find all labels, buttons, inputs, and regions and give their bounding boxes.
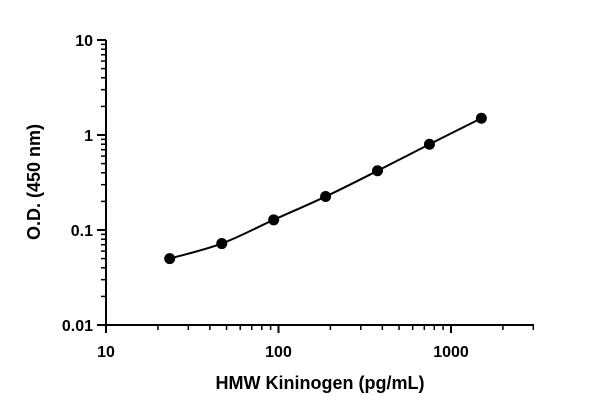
data-point [216, 238, 228, 250]
y-tick-label: 0.1 [71, 223, 93, 240]
x-tick-label: 10 [97, 344, 115, 361]
x-axis: 10 100 1000 [97, 324, 535, 361]
x-tick-label: 1000 [433, 344, 469, 361]
y-tick-label: 0.01 [62, 318, 93, 335]
data-point [475, 112, 487, 124]
y-tick-label: 1 [84, 128, 93, 145]
x-ticks: 10 100 1000 [97, 325, 535, 361]
x-axis-title: HMW Kininogen (pg/mL) [216, 373, 425, 393]
data-point [268, 214, 280, 226]
y-tick-label: 10 [75, 33, 93, 50]
data-point [164, 253, 176, 265]
data-point [423, 138, 435, 150]
fit-curve [169, 117, 482, 260]
y-ticks: 0.01 0.1 1 10 [62, 33, 106, 335]
x-tick-label: 100 [265, 344, 292, 361]
y-axis-title: O.D. (450 nm) [24, 124, 44, 240]
data-points [164, 112, 487, 265]
data-point [320, 191, 332, 203]
y-axis: 0.01 0.1 1 10 [62, 33, 107, 335]
data-point [372, 165, 384, 177]
